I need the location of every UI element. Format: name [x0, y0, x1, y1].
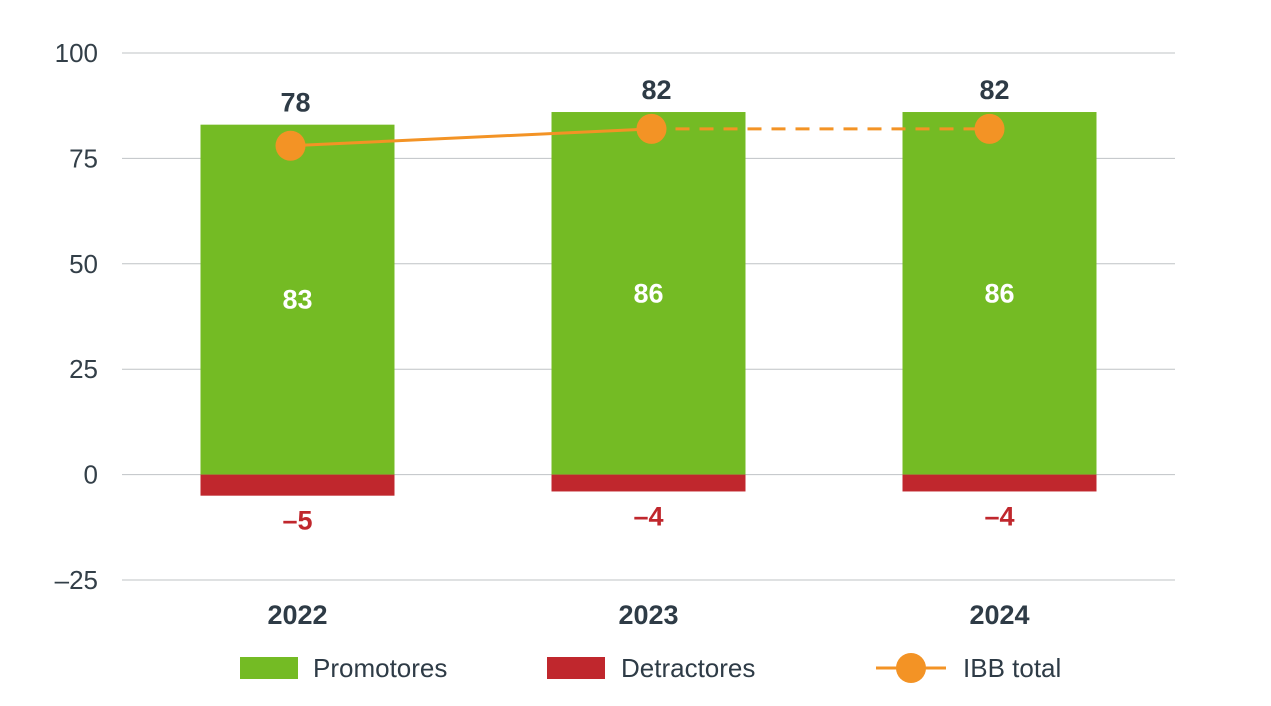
legend-label-promotores: Promotores: [313, 653, 447, 683]
legend-label-ibb-total: IBB total: [963, 653, 1061, 683]
ibb-total-segment: [290, 127, 652, 148]
legend-marker-ibb-total: [896, 653, 926, 683]
data-label-promotores: 83: [282, 285, 312, 315]
y-axis-ticks: 100 75 50 25 0 –25: [55, 38, 98, 595]
y-tick-label: 75: [69, 143, 98, 173]
data-label-detractores: –4: [633, 501, 663, 531]
bar-detractores: [551, 474, 746, 492]
data-label-ibb-total: 78: [280, 88, 310, 118]
data-label-promotores: 86: [633, 278, 663, 308]
y-tick-label: 100: [55, 38, 98, 68]
y-tick-label: 25: [69, 354, 98, 384]
bar-promotores: [200, 124, 395, 475]
data-label-ibb-total: 82: [641, 75, 671, 105]
ibb-total-point: [275, 130, 306, 161]
y-tick-label: –25: [55, 565, 98, 595]
bar-detractores: [902, 474, 1097, 492]
legend-swatch-detractores: [547, 657, 605, 679]
bar-detractores: [200, 474, 395, 496]
x-category-label: 2024: [969, 600, 1029, 630]
data-label-detractores: –5: [282, 506, 312, 536]
y-tick-label: 0: [84, 460, 98, 490]
bar-promotores: [551, 112, 746, 475]
bar-promotores: [902, 112, 1097, 475]
bars: [200, 112, 1097, 496]
data-label-ibb-total: 82: [979, 75, 1009, 105]
x-axis-categories: 2022 2023 2024: [267, 600, 1029, 630]
data-labels: 83 –5 86 –4 86 –4 78 82 82: [280, 75, 1014, 536]
x-category-label: 2023: [618, 600, 678, 630]
ibb-total-point: [974, 113, 1005, 144]
data-label-detractores: –4: [984, 501, 1014, 531]
ibb-total-point: [636, 113, 667, 144]
data-label-promotores: 86: [984, 278, 1014, 308]
legend-label-detractores: Detractores: [621, 653, 755, 683]
x-category-label: 2022: [267, 600, 327, 630]
y-tick-label: 50: [69, 249, 98, 279]
legend: Promotores Detractores IBB total: [240, 653, 1061, 683]
legend-swatch-promotores: [240, 657, 298, 679]
ibb-total-line: [275, 113, 1005, 161]
